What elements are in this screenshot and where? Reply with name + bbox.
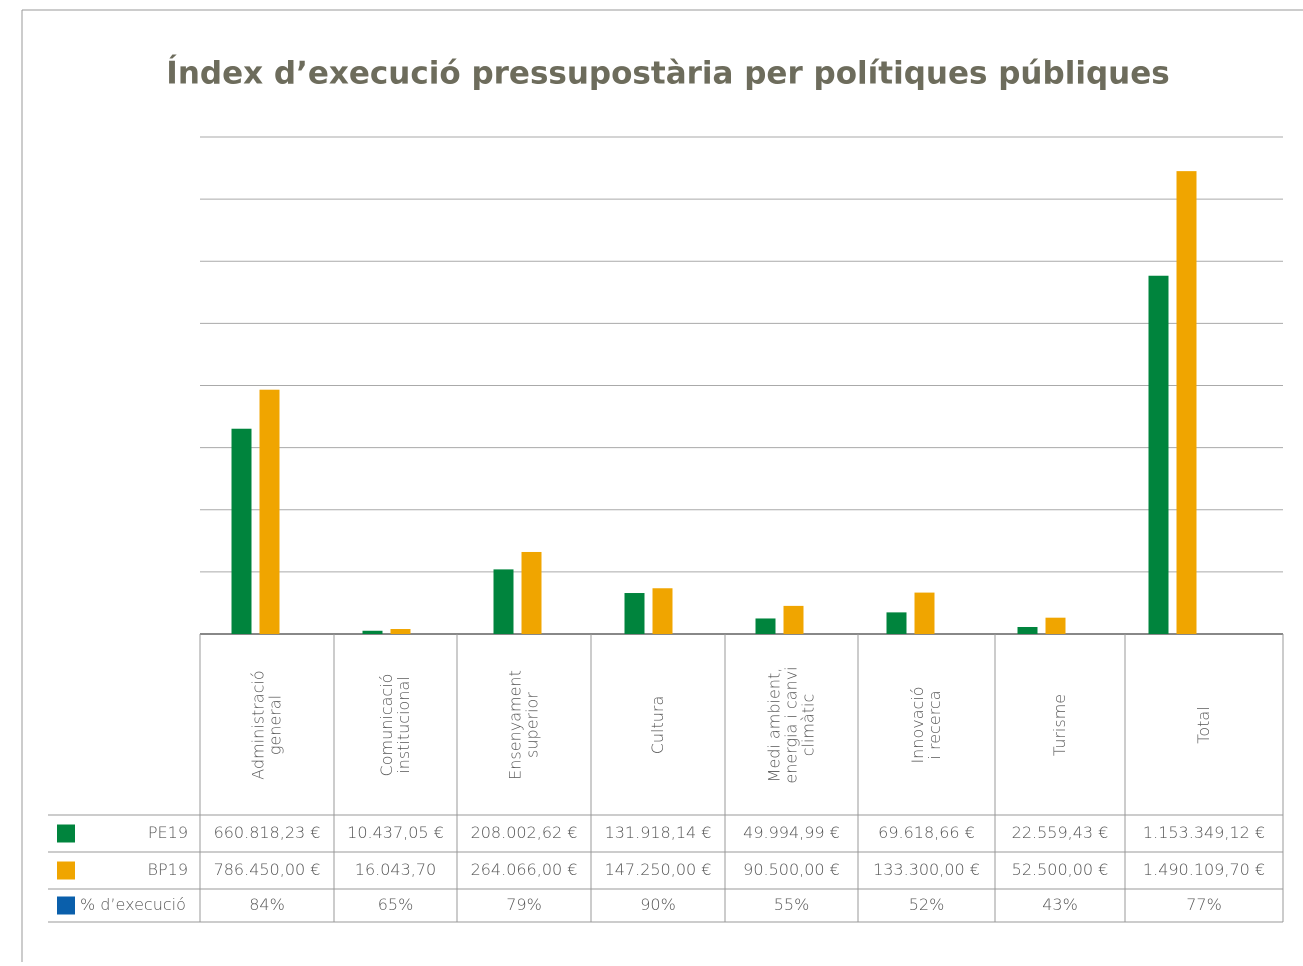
- table-cell: 1.153.349,12 €: [1143, 823, 1265, 842]
- category-label-line: Administració: [248, 670, 267, 779]
- table-cell: 16.043,70: [355, 860, 436, 879]
- category-label-line: institucional: [394, 676, 413, 773]
- table-cell: 10.437,05 €: [347, 823, 444, 842]
- bar: [755, 618, 776, 634]
- category-label: Innovaciói recerca: [908, 686, 944, 763]
- table-cell: 90.500,00 €: [743, 860, 840, 879]
- category-label: Total: [1194, 706, 1213, 743]
- table-cell: 77%: [1186, 895, 1222, 914]
- bar: [362, 630, 383, 634]
- table-cell: 133.300,00 €: [873, 860, 980, 879]
- category-label-line: Innovació: [908, 686, 927, 763]
- category-label-line: Cultura: [648, 696, 667, 755]
- category-label: Administraciógeneral: [248, 670, 284, 779]
- bar: [493, 569, 514, 634]
- bar: [1045, 617, 1066, 634]
- table-cell: 55%: [774, 895, 810, 914]
- legend-swatch: [57, 861, 75, 880]
- table-cell: 49.994,99 €: [743, 823, 840, 842]
- bar: [886, 612, 907, 634]
- category-label-line: Medi ambient,: [764, 668, 783, 783]
- category-label-line: superior: [522, 692, 541, 758]
- bar: [914, 592, 935, 634]
- bar: [390, 629, 411, 634]
- category-label-line: energia i canvi: [781, 666, 800, 783]
- bar: [624, 593, 645, 634]
- legend-swatch: [57, 896, 75, 915]
- legend-label: % d’execució: [80, 895, 186, 914]
- category-label-line: general: [265, 695, 284, 755]
- category-label: Medi ambient,energia i canviclimàtic: [764, 666, 817, 783]
- table-cell: 147.250,00 €: [605, 860, 712, 879]
- bar: [1148, 275, 1169, 634]
- category-label: Comunicacióinstitucional: [377, 674, 413, 777]
- table-cell: 208.002,62 €: [471, 823, 578, 842]
- bar: [1176, 171, 1197, 634]
- category-label: Ensenyamentsuperior: [505, 670, 541, 780]
- table-cell: 264.066,00 €: [471, 860, 578, 879]
- bar: [1017, 626, 1038, 634]
- legend-label: BP19: [148, 860, 188, 879]
- category-label: Turisme: [1050, 694, 1069, 756]
- table-cell: 660.818,23 €: [214, 823, 321, 842]
- category-label-line: i recerca: [925, 690, 944, 759]
- bar: [652, 588, 673, 634]
- bar: [259, 389, 280, 634]
- category-label-line: climàtic: [798, 694, 817, 757]
- bar: [231, 428, 252, 634]
- table-cell: 52%: [909, 895, 945, 914]
- table-cell: 43%: [1042, 895, 1078, 914]
- legend-swatch: [57, 824, 75, 843]
- category-label-line: Total: [1194, 706, 1213, 743]
- category-label: Cultura: [648, 696, 667, 755]
- table-cell: 22.559,43 €: [1012, 823, 1109, 842]
- bar: [521, 551, 542, 634]
- table-cell: 131.918,14 €: [605, 823, 712, 842]
- table-cell: 84%: [249, 895, 285, 914]
- category-label-line: Ensenyament: [505, 670, 524, 780]
- table-cell: 1.490.109,70 €: [1143, 860, 1265, 879]
- table-cell: 79%: [506, 895, 542, 914]
- table-cell: 69.618,66 €: [878, 823, 975, 842]
- table-cell: 52.500,00 €: [1012, 860, 1109, 879]
- chart-title: Índex d’execució pressupostària per polí…: [166, 56, 1169, 92]
- legend-label: PE19: [148, 823, 188, 842]
- table-cell: 65%: [378, 895, 414, 914]
- bar: [783, 605, 804, 634]
- table-cell: 786.450,00 €: [214, 860, 321, 879]
- category-label-line: Comunicació: [377, 674, 396, 777]
- table-cell: 90%: [640, 895, 676, 914]
- category-label-line: Turisme: [1050, 694, 1069, 756]
